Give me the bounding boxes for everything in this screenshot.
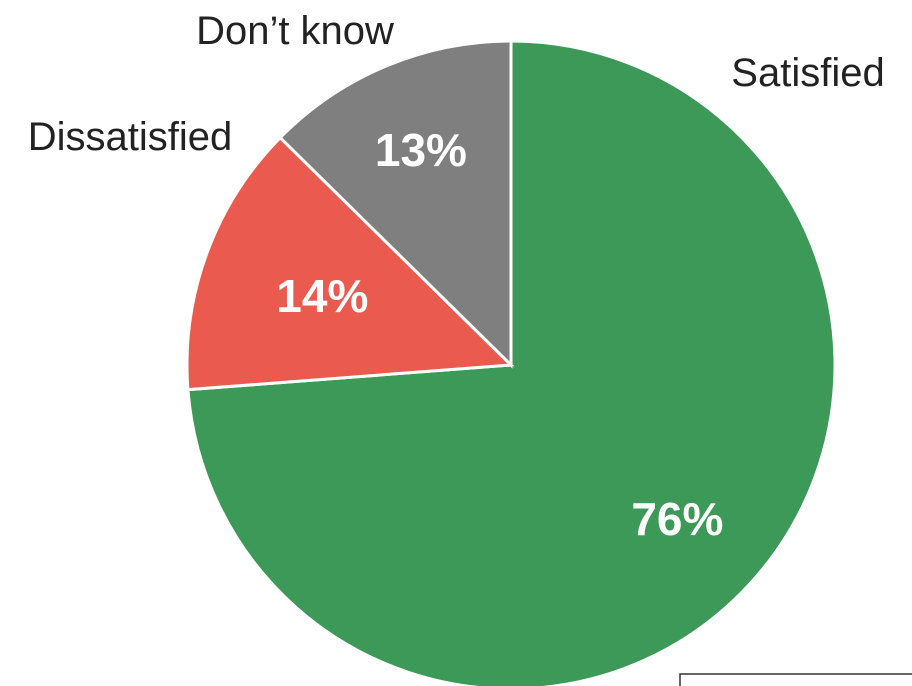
slice-percent-label-don-t-know: 13%: [375, 124, 467, 176]
slice-category-label-don-t-know: Don’t know: [196, 9, 394, 53]
pie-slice-dissatisfied: [185, 135, 515, 392]
slices-layer: [185, 39, 837, 686]
slice-category-label-satisfied: Satisfied: [731, 51, 884, 95]
labels-layer: 76% Satisfied 14% Dissatisfied 13% Don’t know: [28, 9, 885, 545]
slice-percent-label-satisfied: 76%: [631, 493, 723, 545]
corner-box: [679, 673, 912, 686]
pie-slice-don-t-know: [278, 39, 513, 369]
slice-category-label-dissatisfied: Dissatisfied: [28, 115, 233, 159]
slice-percent-label-dissatisfied: 14%: [276, 270, 368, 322]
